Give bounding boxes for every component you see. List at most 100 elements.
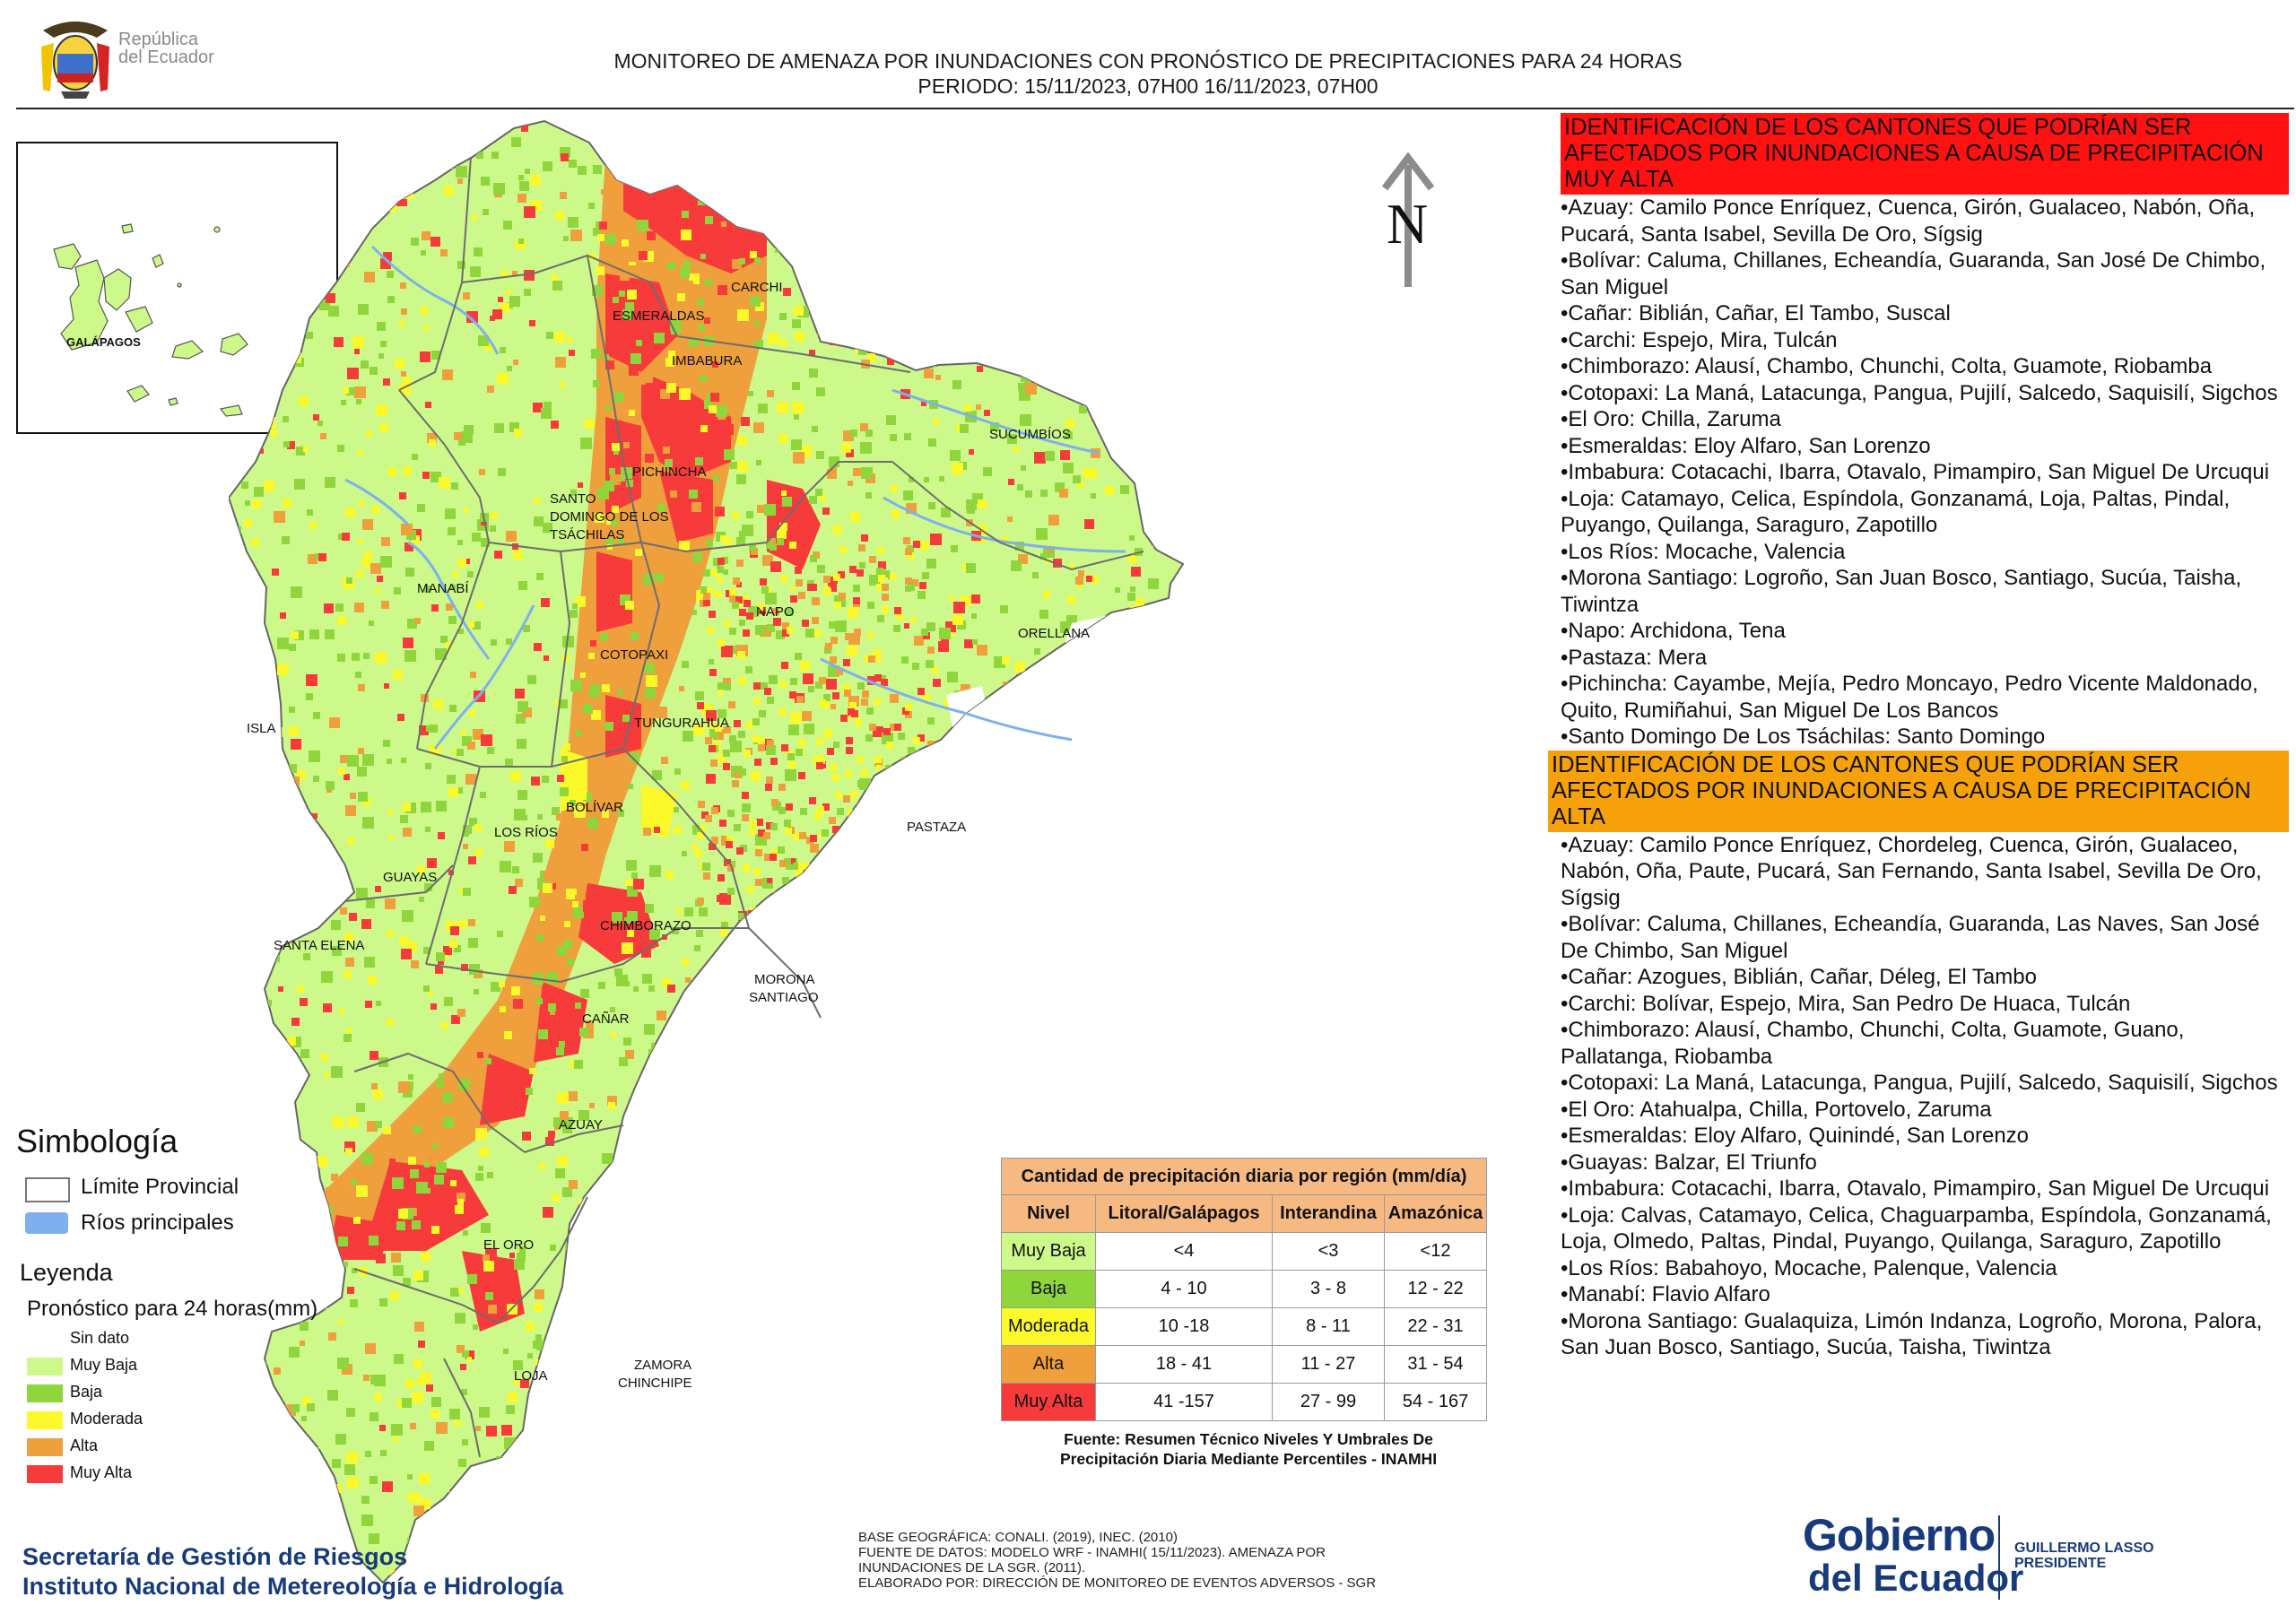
label-el-oro: EL ORO xyxy=(483,1237,534,1253)
table-header-nivel: Nivel xyxy=(1001,1194,1096,1233)
canton-list-item: Loja: Calvas, Catamayo, Celica, Chaguarp… xyxy=(1561,1202,2289,1255)
gobierno-logo: Gobierno del Ecuador GUILLERMO LASSO PRE… xyxy=(1803,1510,2154,1600)
canton-list-item: El Oro: Atahualpa, Chilla, Portovelo, Za… xyxy=(1561,1097,2289,1124)
ecuador-precipitation-map: CARCHI ESMERALDAS IMBABURA SUCUMBÍOS SAN… xyxy=(228,112,1511,1592)
canton-list-item: Chimborazo: Alausí, Chambo, Chunchi, Col… xyxy=(1561,1017,2289,1070)
canton-list-item: Esmeraldas: Eloy Alfaro, Quinindé, San L… xyxy=(1561,1123,2289,1150)
label-santo-domingo-1: SANTO xyxy=(550,491,596,507)
data-sources: BASE GEOGRÁFICA: CONALI. (2019), INEC. (… xyxy=(858,1530,1377,1591)
table-row: Alta 18 - 41 11 - 27 31 - 54 xyxy=(1001,1345,1487,1384)
legend-item-label: Sin dato xyxy=(70,1329,130,1347)
canton-list-item: Napo: Archidona, Tena xyxy=(1561,618,2289,645)
legend-swatch-0 xyxy=(27,1331,63,1349)
table-cell-litoral: 4 - 10 xyxy=(1095,1270,1273,1308)
provincial-boundaries xyxy=(344,156,1144,1458)
table-cell-litoral: <4 xyxy=(1095,1232,1273,1271)
canton-list-item: Cañar: Azogues, Biblián, Cañar, Déleg, E… xyxy=(1561,964,2289,991)
legend-swatch-5 xyxy=(27,1465,63,1483)
canton-list-item: Carchi: Espejo, Mira, Tulcán xyxy=(1561,327,2289,354)
table-cell-interandina: 8 - 11 xyxy=(1272,1307,1385,1346)
label-canar: CAÑAR xyxy=(582,1011,630,1027)
cantons-panel: IDENTIFICACIÓN DE LOS CANTONES QUE PODRÍ… xyxy=(1548,113,2289,1361)
label-bolivar: BOLÍVAR xyxy=(566,800,623,815)
legend-item-label: Muy Baja xyxy=(70,1356,138,1374)
inset-label: GALÁPAGOS xyxy=(66,335,141,349)
label-zamora-2: CHINCHIPE xyxy=(618,1376,692,1391)
legend-rivers-label: Ríos principales xyxy=(81,1211,234,1235)
canton-list-item: Morona Santiago: Gualaquiza, Limón Indan… xyxy=(1561,1308,2289,1361)
legend-item-label: Moderada xyxy=(70,1410,144,1428)
province-labels: CARCHI ESMERALDAS IMBABURA SUCUMBÍOS SAN… xyxy=(247,280,1090,1391)
label-esmeraldas: ESMERALDAS xyxy=(613,308,705,324)
alta-heading: IDENTIFICACIÓN DE LOS CANTONES QUE PODRÍ… xyxy=(1548,750,2289,832)
table-cell-amazonica: 12 - 22 xyxy=(1384,1270,1487,1308)
label-santo-domingo-3: TSÁCHILAS xyxy=(550,527,624,542)
label-los-rios: LOS RÍOS xyxy=(494,825,558,840)
canton-list-item: Pichincha: Cayambe, Mejía, Pedro Moncayo… xyxy=(1561,671,2289,724)
canton-list-item: Azuay: Camilo Ponce Enríquez, Chordeleg,… xyxy=(1561,832,2289,912)
label-azuay: AZUAY xyxy=(559,1117,603,1133)
table-row: Baja 4 - 10 3 - 8 12 - 22 xyxy=(1001,1270,1487,1308)
canton-list-item: Los Ríos: Mocache, Valencia xyxy=(1561,539,2289,566)
label-loja: LOJA xyxy=(514,1368,548,1384)
canton-list-item: Bolívar: Caluma, Chillanes, Echeandía, G… xyxy=(1561,247,2289,300)
canton-list-item: Chimborazo: Alausí, Chambo, Chunchi, Col… xyxy=(1561,353,2289,380)
table-cell-amazonica: <12 xyxy=(1384,1232,1487,1271)
canton-list-item: Cotopaxi: La Maná, Latacunga, Pangua, Pu… xyxy=(1561,1070,2289,1097)
legend-item-label: Muy Alta xyxy=(70,1463,133,1481)
alta-cantons-list: Azuay: Camilo Ponce Enríquez, Chordeleg,… xyxy=(1561,832,2289,1361)
canton-list-item: Morona Santiago: Logroño, San Juan Bosco… xyxy=(1561,565,2289,618)
logo-text: República del Ecuador xyxy=(118,30,214,67)
table-cell-amazonica: 31 - 54 xyxy=(1384,1345,1487,1384)
canton-list-item: Loja: Catamayo, Celica, Espíndola, Gonza… xyxy=(1561,486,2289,539)
label-tungurahua: TUNGURAHUA xyxy=(634,716,729,731)
table-row: Muy Baja <4 <3 <12 xyxy=(1001,1232,1487,1271)
label-guayas: GUAYAS xyxy=(383,870,437,885)
canton-list-item: Pastaza: Mera xyxy=(1561,645,2289,672)
north-label: N xyxy=(1387,192,1429,256)
organization-names: Secretaría de Gestión de Riesgos Institu… xyxy=(22,1543,564,1600)
symbology-title: Simbología xyxy=(16,1123,178,1159)
label-carchi: CARCHI xyxy=(731,280,783,295)
table-cell-litoral: 10 -18 xyxy=(1095,1307,1273,1346)
north-arrow-icon xyxy=(1381,152,1435,296)
table-cell-interandina: <3 xyxy=(1272,1232,1385,1271)
canton-list-item: Imbabura: Cotacachi, Ibarra, Otavalo, Pi… xyxy=(1561,459,2289,486)
table-cell-interandina: 11 - 27 xyxy=(1272,1345,1385,1384)
table-cell-amazonica: 54 - 167 xyxy=(1384,1383,1487,1421)
legend-boundary-swatch xyxy=(25,1177,70,1202)
legend-swatch-4 xyxy=(27,1438,63,1456)
table-header-amazonica: Amazónica xyxy=(1384,1194,1487,1233)
table-caption: Cantidad de precipitación diaria por reg… xyxy=(1001,1158,1487,1195)
canton-list-item: El Oro: Chilla, Zaruma xyxy=(1561,406,2289,433)
table-cell-interandina: 3 - 8 xyxy=(1272,1270,1385,1308)
page-title: MONITOREO DE AMENAZA POR INUNDACIONES CO… xyxy=(613,49,1683,98)
canton-list-item: Imbabura: Cotacachi, Ibarra, Otavalo, Pi… xyxy=(1561,1176,2289,1202)
table-cell-nivel: Moderada xyxy=(1001,1307,1096,1346)
label-imbabura: IMBABURA xyxy=(672,353,742,369)
canton-list-item: Azuay: Camilo Ponce Enríquez, Cuenca, Gi… xyxy=(1561,195,2289,247)
legend-swatch-2 xyxy=(27,1384,63,1402)
canton-list-item: Cañar: Biblián, Cañar, El Tambo, Suscal xyxy=(1561,300,2289,327)
rivers-layer xyxy=(344,245,1126,750)
label-morona-1: MORONA xyxy=(754,972,815,987)
label-chimborazo: CHIMBORAZO xyxy=(600,918,691,933)
muy-alta-cantons-list: Azuay: Camilo Ponce Enríquez, Cuenca, Gi… xyxy=(1561,195,2289,751)
canton-list-item: Guayas: Balzar, El Triunfo xyxy=(1561,1150,2289,1176)
table-source: Fuente: Resumen Técnico Niveles Y Umbral… xyxy=(1059,1430,1438,1468)
label-santa-elena: SANTA ELENA xyxy=(274,938,364,953)
precipitation-threshold-table: Cantidad de precipitación diaria por reg… xyxy=(1001,1158,1487,1421)
legend-item-label: Baja xyxy=(70,1383,103,1401)
canton-list-item: Bolívar: Caluma, Chillanes, Echeandía, G… xyxy=(1561,911,2289,964)
label-pichincha: PICHINCHA xyxy=(632,464,707,480)
table-cell-amazonica: 22 - 31 xyxy=(1384,1307,1487,1346)
label-zamora-1: ZAMORA xyxy=(634,1358,691,1373)
canton-list-item: Santo Domingo De Los Tsáchilas: Santo Do… xyxy=(1561,724,2289,751)
canton-list-item: Manabí: Flavio Alfaro xyxy=(1561,1281,2289,1308)
canton-list-item: Carchi: Bolívar, Espejo, Mira, San Pedro… xyxy=(1561,991,2289,1018)
muy-alta-heading: IDENTIFICACIÓN DE LOS CANTONES QUE PODRÍ… xyxy=(1561,113,2289,195)
table-row: Moderada 10 -18 8 - 11 22 - 31 xyxy=(1001,1307,1487,1346)
label-orellana: ORELLANA xyxy=(1018,626,1090,641)
legend-swatch-3 xyxy=(27,1411,63,1429)
table-cell-nivel: Muy Alta xyxy=(1001,1383,1096,1421)
